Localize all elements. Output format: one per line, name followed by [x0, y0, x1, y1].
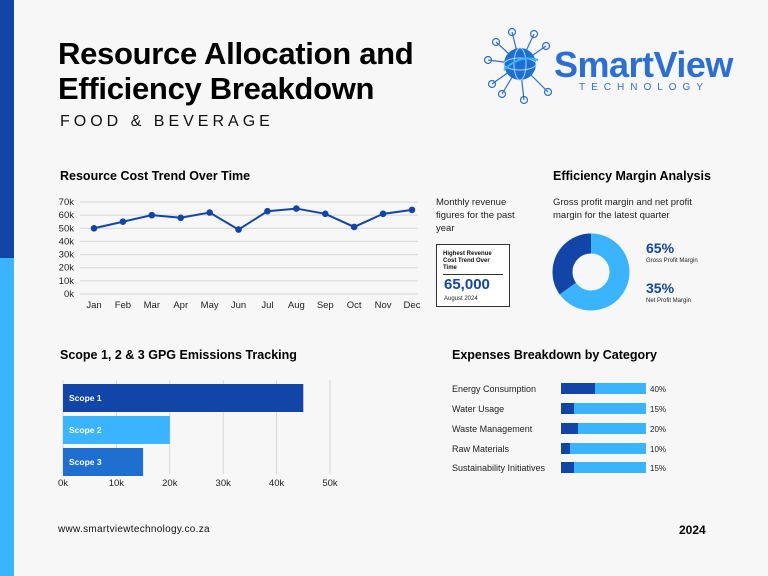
data-point [148, 211, 156, 219]
expense-label-energy: Energy Consumption [452, 384, 537, 394]
page-title: Resource Allocation and Efficiency Break… [58, 36, 414, 106]
expense-label-raw: Raw Materials [452, 444, 510, 454]
y-tick-label: 70k [59, 197, 75, 208]
expense-pct-energy: 40% [650, 385, 667, 394]
expense-fill [561, 383, 595, 394]
x-tick-label: Jul [261, 300, 273, 311]
y-tick-label: 30k [59, 250, 75, 261]
scope-bar-label: Scope 1 [69, 393, 102, 403]
line-chart-title: Resource Cost Trend Over Time [60, 169, 251, 183]
gross-margin-caption: Gross Profit Margin [646, 258, 698, 264]
data-point [408, 206, 416, 214]
x-tick-label: Dec [404, 300, 420, 311]
expense-bar-raw [561, 443, 646, 454]
y-tick-label: 40k [59, 236, 75, 247]
data-point [379, 210, 387, 218]
x-tick-label: 40k [269, 478, 285, 489]
scope-bar-label: Scope 3 [69, 457, 102, 467]
data-point [350, 223, 358, 231]
expense-label-water: Water Usage [452, 404, 505, 414]
logo-wordmark: SmartView [554, 44, 733, 85]
expense-pct-waste: 20% [650, 425, 667, 434]
net-margin-caption: Net Profit Margin [646, 298, 692, 304]
x-tick-label: Mar [144, 300, 160, 311]
expense-bar-water [561, 403, 646, 414]
scope-bar [63, 416, 170, 444]
highest-revenue-card: Highest Revenue Cost Trend Over Time 65,… [436, 244, 510, 307]
logo: SmartView TECHNOLOGY [476, 24, 756, 110]
card-date: August 2024 [444, 296, 478, 302]
donut-chart-title: Efficiency Margin Analysis [553, 169, 711, 183]
scope-chart: 0k 10k 20k 30k 40k 50k Scope 1 Scope 2 Scope 3 [58, 380, 338, 489]
x-tick-label: Nov [375, 300, 392, 311]
side-accent-light [0, 258, 14, 576]
x-tick-label: May [201, 300, 219, 311]
donut-chart-note: Gross profit margin and net profit margi… [553, 197, 692, 221]
x-tick-label: Jun [231, 300, 246, 311]
scope-bar [63, 448, 144, 476]
expenses-title: Expenses Breakdown by Category [452, 348, 657, 362]
data-point [321, 210, 329, 218]
expense-label-sustainability: Sustainability Initiatives [452, 463, 546, 473]
expense-fill [561, 423, 578, 434]
logo-tagline: TECHNOLOGY [579, 82, 710, 93]
line-chart-note: Monthly revenue figures for the past yea… [436, 197, 515, 234]
line-chart: 0k 10k 20k 30k 40k 50k 60k 70k Jan Feb Mar Apr May Ju… [59, 197, 420, 311]
expense-label-waste: Waste Management [452, 424, 533, 434]
expense-pct-water: 15% [650, 405, 667, 414]
x-tick-label: Aug [288, 300, 305, 311]
expense-fill [561, 403, 574, 414]
y-tick-label: 20k [59, 263, 75, 274]
data-point [90, 224, 98, 232]
y-tick-label: 10k [59, 276, 75, 287]
x-tick-label: Feb [115, 300, 131, 311]
x-tick-label: 30k [216, 478, 232, 489]
series-line [93, 207, 413, 231]
x-tick-label: Apr [173, 300, 188, 311]
x-tick-label: 20k [162, 478, 178, 489]
expense-pct-raw: 10% [650, 445, 667, 454]
expense-fill [561, 462, 574, 473]
x-tick-label: 10k [109, 478, 125, 489]
x-tick-label: Sep [317, 300, 334, 311]
y-tick-label: 60k [59, 210, 75, 221]
card-value: 65,000 [444, 276, 490, 293]
scope-bar [63, 384, 304, 412]
expense-bar-energy [561, 383, 646, 394]
gross-margin-value: 65% [646, 240, 675, 256]
y-tick-label: 0k [64, 289, 74, 300]
expense-bar-sustainability [561, 462, 646, 473]
x-tick-label: 50k [322, 478, 338, 489]
x-tick-label: 0k [58, 478, 68, 489]
card-label: Highest Revenue Cost Trend Over Time [443, 251, 503, 275]
data-point [235, 226, 242, 233]
data-point [206, 209, 213, 216]
donut-slice [552, 233, 630, 311]
expense-fill [561, 443, 570, 454]
scope-bar-label: Scope 2 [69, 425, 102, 435]
scope-chart-title: Scope 1, 2 & 3 GPG Emissions Tracking [60, 348, 297, 362]
footer-year: 2024 [679, 523, 706, 537]
data-point [293, 205, 300, 212]
data-point [264, 207, 271, 215]
x-tick-label: Oct [347, 300, 362, 311]
side-accent-dark [0, 0, 14, 258]
x-tick-label: Jan [86, 300, 101, 311]
y-tick-label: 50k [59, 223, 75, 234]
data-point [177, 214, 185, 222]
net-margin-value: 35% [646, 280, 675, 296]
logo-globe-icon [483, 27, 553, 105]
donut-chart [552, 233, 630, 311]
expense-pct-sustainability: 15% [650, 464, 667, 473]
data-point [119, 218, 127, 226]
expense-bar-waste [561, 423, 646, 434]
page-subtitle: FOOD & BEVERAGE [60, 113, 274, 130]
footer-url[interactable]: www.smartviewtechnology.co.za [58, 524, 210, 535]
